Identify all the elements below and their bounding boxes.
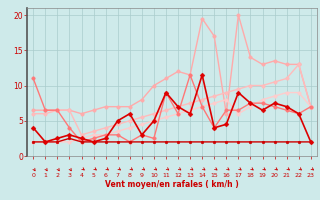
X-axis label: Vent moyen/en rafales ( km/h ): Vent moyen/en rafales ( km/h ) — [105, 180, 239, 189]
